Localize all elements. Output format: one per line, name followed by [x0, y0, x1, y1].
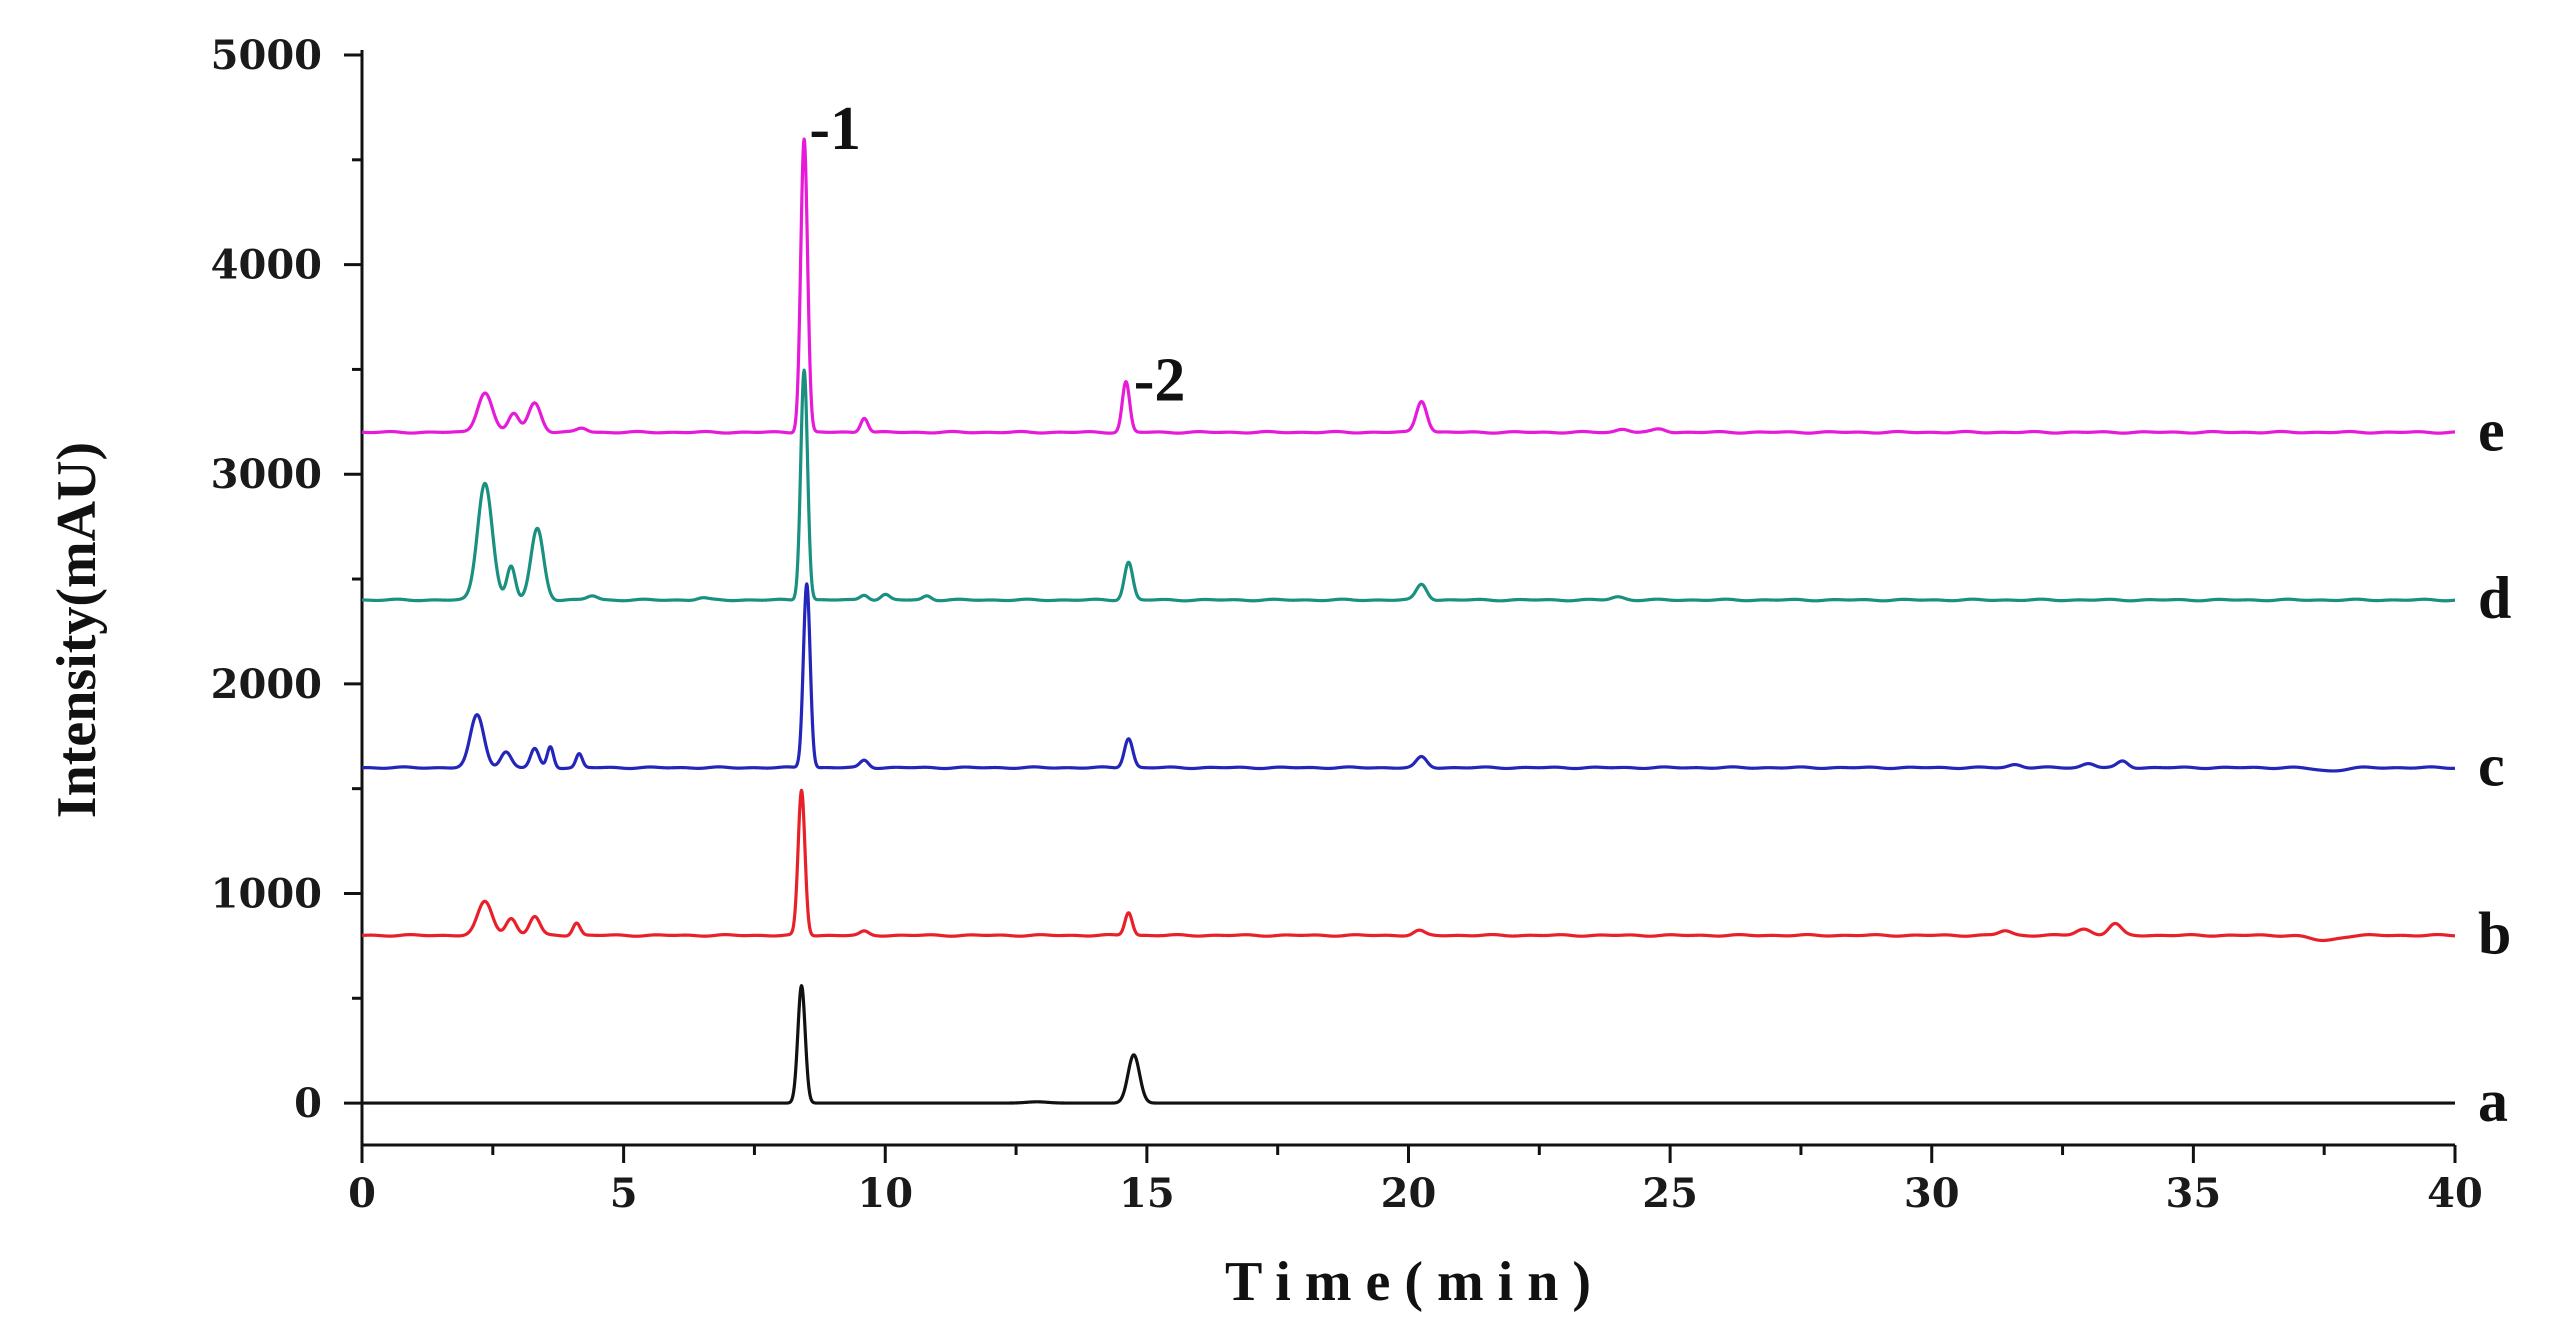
- series-label-c: c: [2478, 733, 2505, 799]
- traces: [360, 137, 2457, 1105]
- series-label-b: b: [2478, 900, 2511, 966]
- y-tick-label: 2000: [211, 661, 322, 708]
- x-tick-label: 10: [857, 1170, 913, 1217]
- x-tick-label: 40: [2427, 1170, 2483, 1217]
- x-axis-title: Time(min): [1225, 1251, 1605, 1313]
- x-tick-label: 30: [1904, 1170, 1960, 1217]
- series-c-line: [360, 582, 2457, 773]
- y-tick-label: 5000: [211, 32, 322, 79]
- x-tick-label: 5: [610, 1170, 638, 1217]
- x-tick-label: 15: [1119, 1170, 1175, 1217]
- peak-annotation-2: -2: [1134, 346, 1186, 414]
- series-d-line: [360, 368, 2457, 603]
- labels: a b c d e -1 -2: [809, 95, 2511, 1134]
- x-tick-label: 25: [1642, 1170, 1698, 1217]
- series-a-line: [360, 984, 2457, 1105]
- axes: 0 5 10 15 20 25 30 35 40 0 1000 2000 3000 4000 5000: [211, 32, 2483, 1217]
- y-tick-label: 0: [294, 1080, 322, 1127]
- series-label-e: e: [2478, 397, 2505, 463]
- x-tick-label: 35: [2166, 1170, 2222, 1217]
- y-tick-label: 4000: [211, 242, 322, 289]
- series-label-d: d: [2478, 565, 2511, 631]
- x-tick-label: 0: [348, 1170, 376, 1217]
- series-b-line: [360, 788, 2457, 943]
- y-tick-label: 1000: [211, 870, 322, 917]
- x-tick-label: 20: [1381, 1170, 1437, 1217]
- y-axis-title: Intensity(mAU): [46, 442, 108, 818]
- series-e-line: [360, 137, 2457, 435]
- y-tick-label: 3000: [211, 451, 322, 498]
- series-label-a: a: [2478, 1068, 2508, 1134]
- peak-annotation-1: -1: [809, 95, 861, 163]
